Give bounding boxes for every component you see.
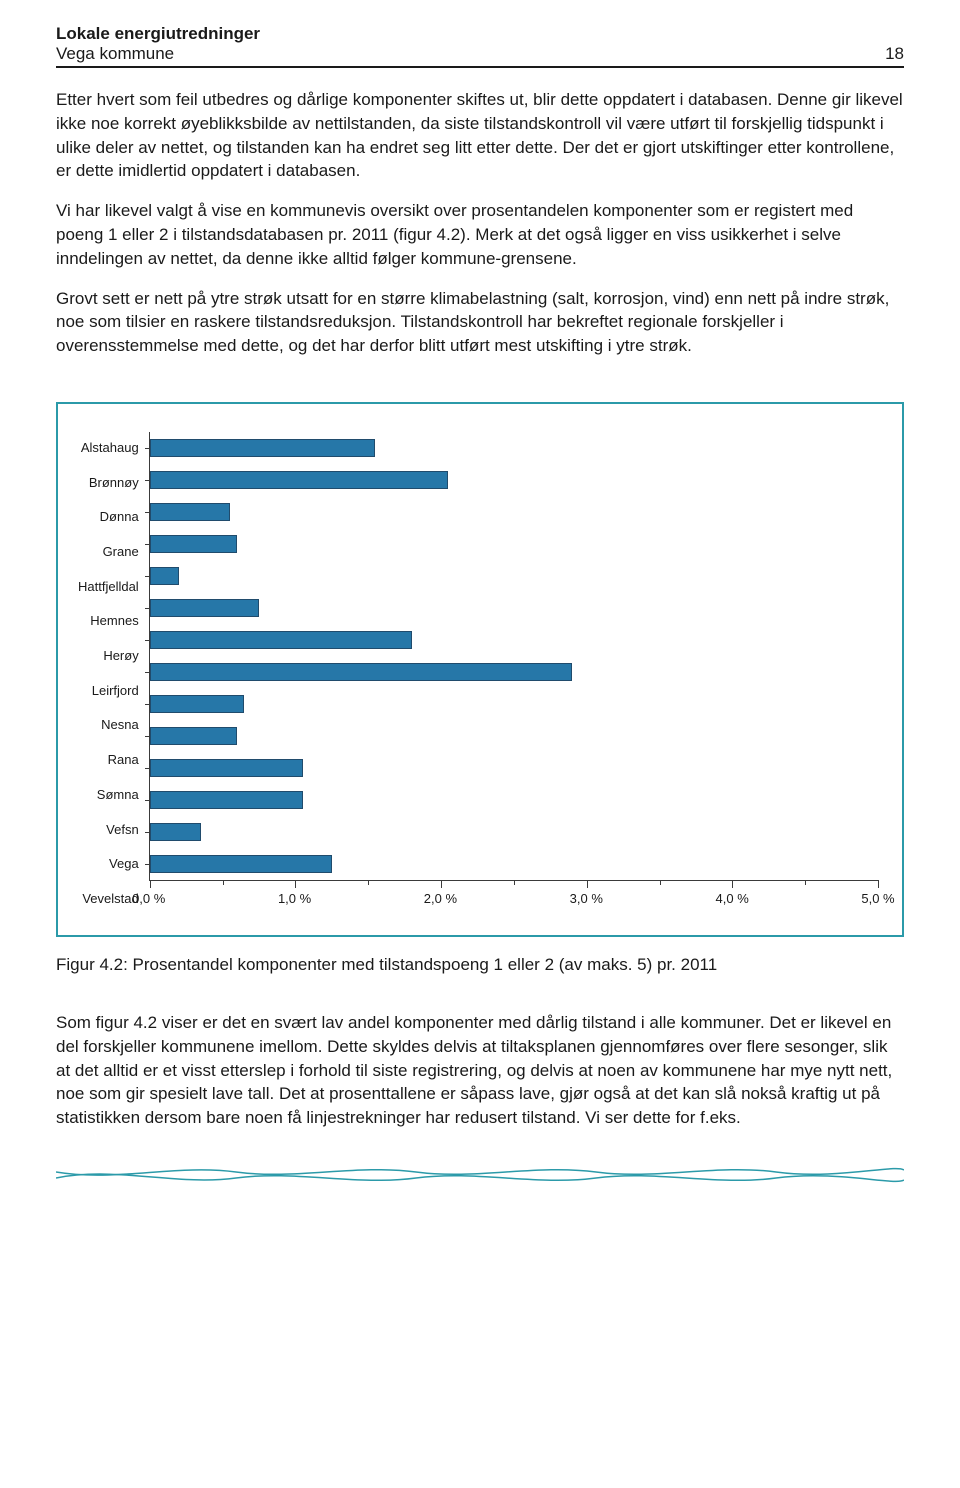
- chart-x-axis-label: 1,0 %: [278, 891, 311, 906]
- chart-bar: [150, 599, 259, 617]
- paragraph-1: Etter hvert som feil utbedres og dårlige…: [56, 88, 904, 183]
- chart-category-label: Rana: [78, 744, 139, 776]
- chart-x-axis-label: 5,0 %: [861, 891, 894, 906]
- chart-bar: [150, 791, 303, 809]
- chart-bar: [150, 695, 245, 713]
- chart-category-label: Dønna: [78, 501, 139, 533]
- chart-bar: [150, 663, 572, 681]
- chart-bar: [150, 567, 179, 585]
- chart-bar: [150, 823, 201, 841]
- chart-category-label: Herøy: [78, 640, 139, 672]
- chart-category-label: Sømna: [78, 779, 139, 811]
- paragraph-4: Som figur 4.2 viser er det en svært lav …: [56, 1011, 904, 1130]
- chart-bar: [150, 855, 332, 873]
- chart-category-label: Nesna: [78, 709, 139, 741]
- chart-category-label: Alstahaug: [78, 432, 139, 464]
- chart-bar: [150, 759, 303, 777]
- chart-x-axis-label: 4,0 %: [716, 891, 749, 906]
- chart-bar: [150, 727, 237, 745]
- header-title-line1: Lokale energiutredninger: [56, 24, 904, 44]
- chart-category-label: Vevelstad: [78, 883, 139, 915]
- page-header: Lokale energiutredninger Vega kommune 18: [56, 24, 904, 68]
- header-title-line2: Vega kommune: [56, 44, 174, 64]
- chart-category-label: Hemnes: [78, 605, 139, 637]
- chart-bar: [150, 631, 412, 649]
- paragraph-2: Vi har likevel valgt å vise en kommunevi…: [56, 199, 904, 270]
- chart-frame: AlstahaugBrønnøyDønnaGraneHattfjelldalHe…: [56, 402, 904, 937]
- chart-category-label: Hattfjelldal: [78, 571, 139, 603]
- chart-bar: [150, 471, 449, 489]
- chart-category-label: Vefsn: [78, 814, 139, 846]
- chart-x-axis-label: 2,0 %: [424, 891, 457, 906]
- figure-caption: Figur 4.2: Prosentandel komponenter med …: [56, 955, 904, 975]
- chart-category-label: Vega: [78, 848, 139, 880]
- chart-x-labels: 0,0 %1,0 %2,0 %3,0 %4,0 %5,0 %: [149, 891, 878, 915]
- chart-bar: [150, 503, 230, 521]
- chart-bar: [150, 535, 237, 553]
- chart-x-axis-label: 3,0 %: [570, 891, 603, 906]
- chart-x-axis-label: 0,0 %: [132, 891, 165, 906]
- chart-bar: [150, 439, 376, 457]
- footer-wave-icon: [56, 1160, 904, 1190]
- page-number: 18: [885, 44, 904, 64]
- chart-y-labels: AlstahaugBrønnøyDønnaGraneHattfjelldalHe…: [78, 432, 149, 915]
- chart-category-label: Brønnøy: [78, 467, 139, 499]
- paragraph-3: Grovt sett er nett på ytre strøk utsatt …: [56, 287, 904, 358]
- chart-category-label: Grane: [78, 536, 139, 568]
- chart-category-label: Leirfjord: [78, 675, 139, 707]
- chart-plot-area: [149, 432, 878, 881]
